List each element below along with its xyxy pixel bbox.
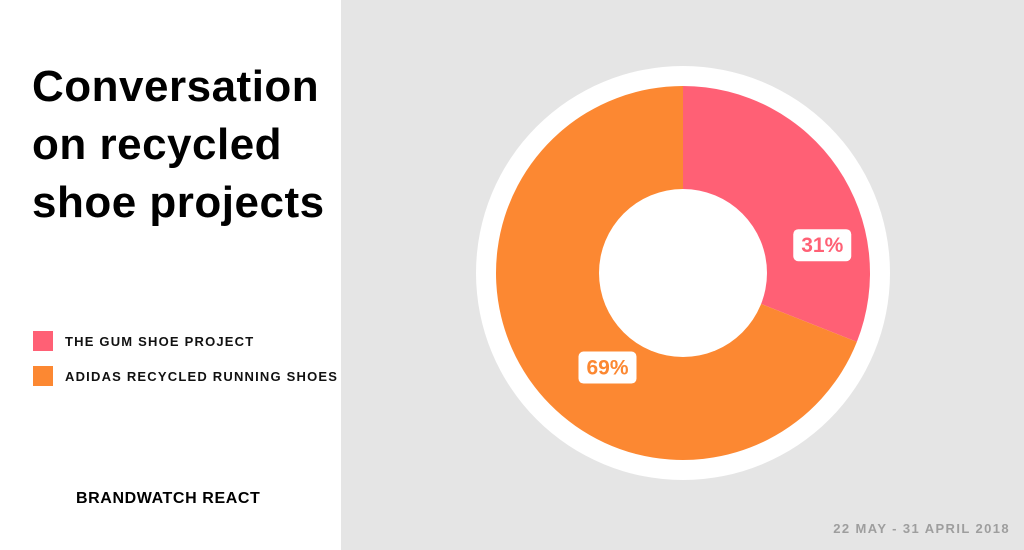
- legend-label-gum-shoe: THE GUM SHOE PROJECT: [65, 333, 255, 349]
- value-label-adidas: 69%: [578, 351, 637, 384]
- chart-title: Conversation on recycled shoe projects: [32, 62, 325, 227]
- legend-swatch-gum-shoe: [33, 331, 53, 351]
- legend-swatch-adidas: [33, 366, 53, 386]
- legend-label-adidas: ADIDAS RECYCLED RUNNING SHOES: [65, 368, 339, 384]
- donut-value-labels: 31% 69%: [578, 229, 852, 384]
- date-range: 22 MAY - 31 APRIL 2018: [833, 521, 1010, 536]
- value-label-bg-adidas: [578, 351, 637, 384]
- chart-legend: THE GUM SHOE PROJECT ADIDAS RECYCLED RUN…: [33, 330, 338, 400]
- left-panel: Conversation on recycled shoe projects T…: [0, 0, 341, 550]
- donut-chart: 31% 69%: [476, 66, 890, 480]
- brand-name: BRANDWATCH REACT: [76, 490, 261, 507]
- value-label-bg-gum-shoe: [793, 229, 852, 262]
- legend-item-adidas: ADIDAS RECYCLED RUNNING SHOES: [33, 365, 338, 387]
- legend-item-gum-shoe: THE GUM SHOE PROJECT: [33, 330, 338, 352]
- value-label-text-gum-shoe: 31%: [801, 234, 843, 257]
- value-label-text-adidas: 69%: [586, 357, 628, 380]
- donut-hole: [599, 189, 767, 357]
- value-label-gum-shoe: 31%: [793, 229, 852, 262]
